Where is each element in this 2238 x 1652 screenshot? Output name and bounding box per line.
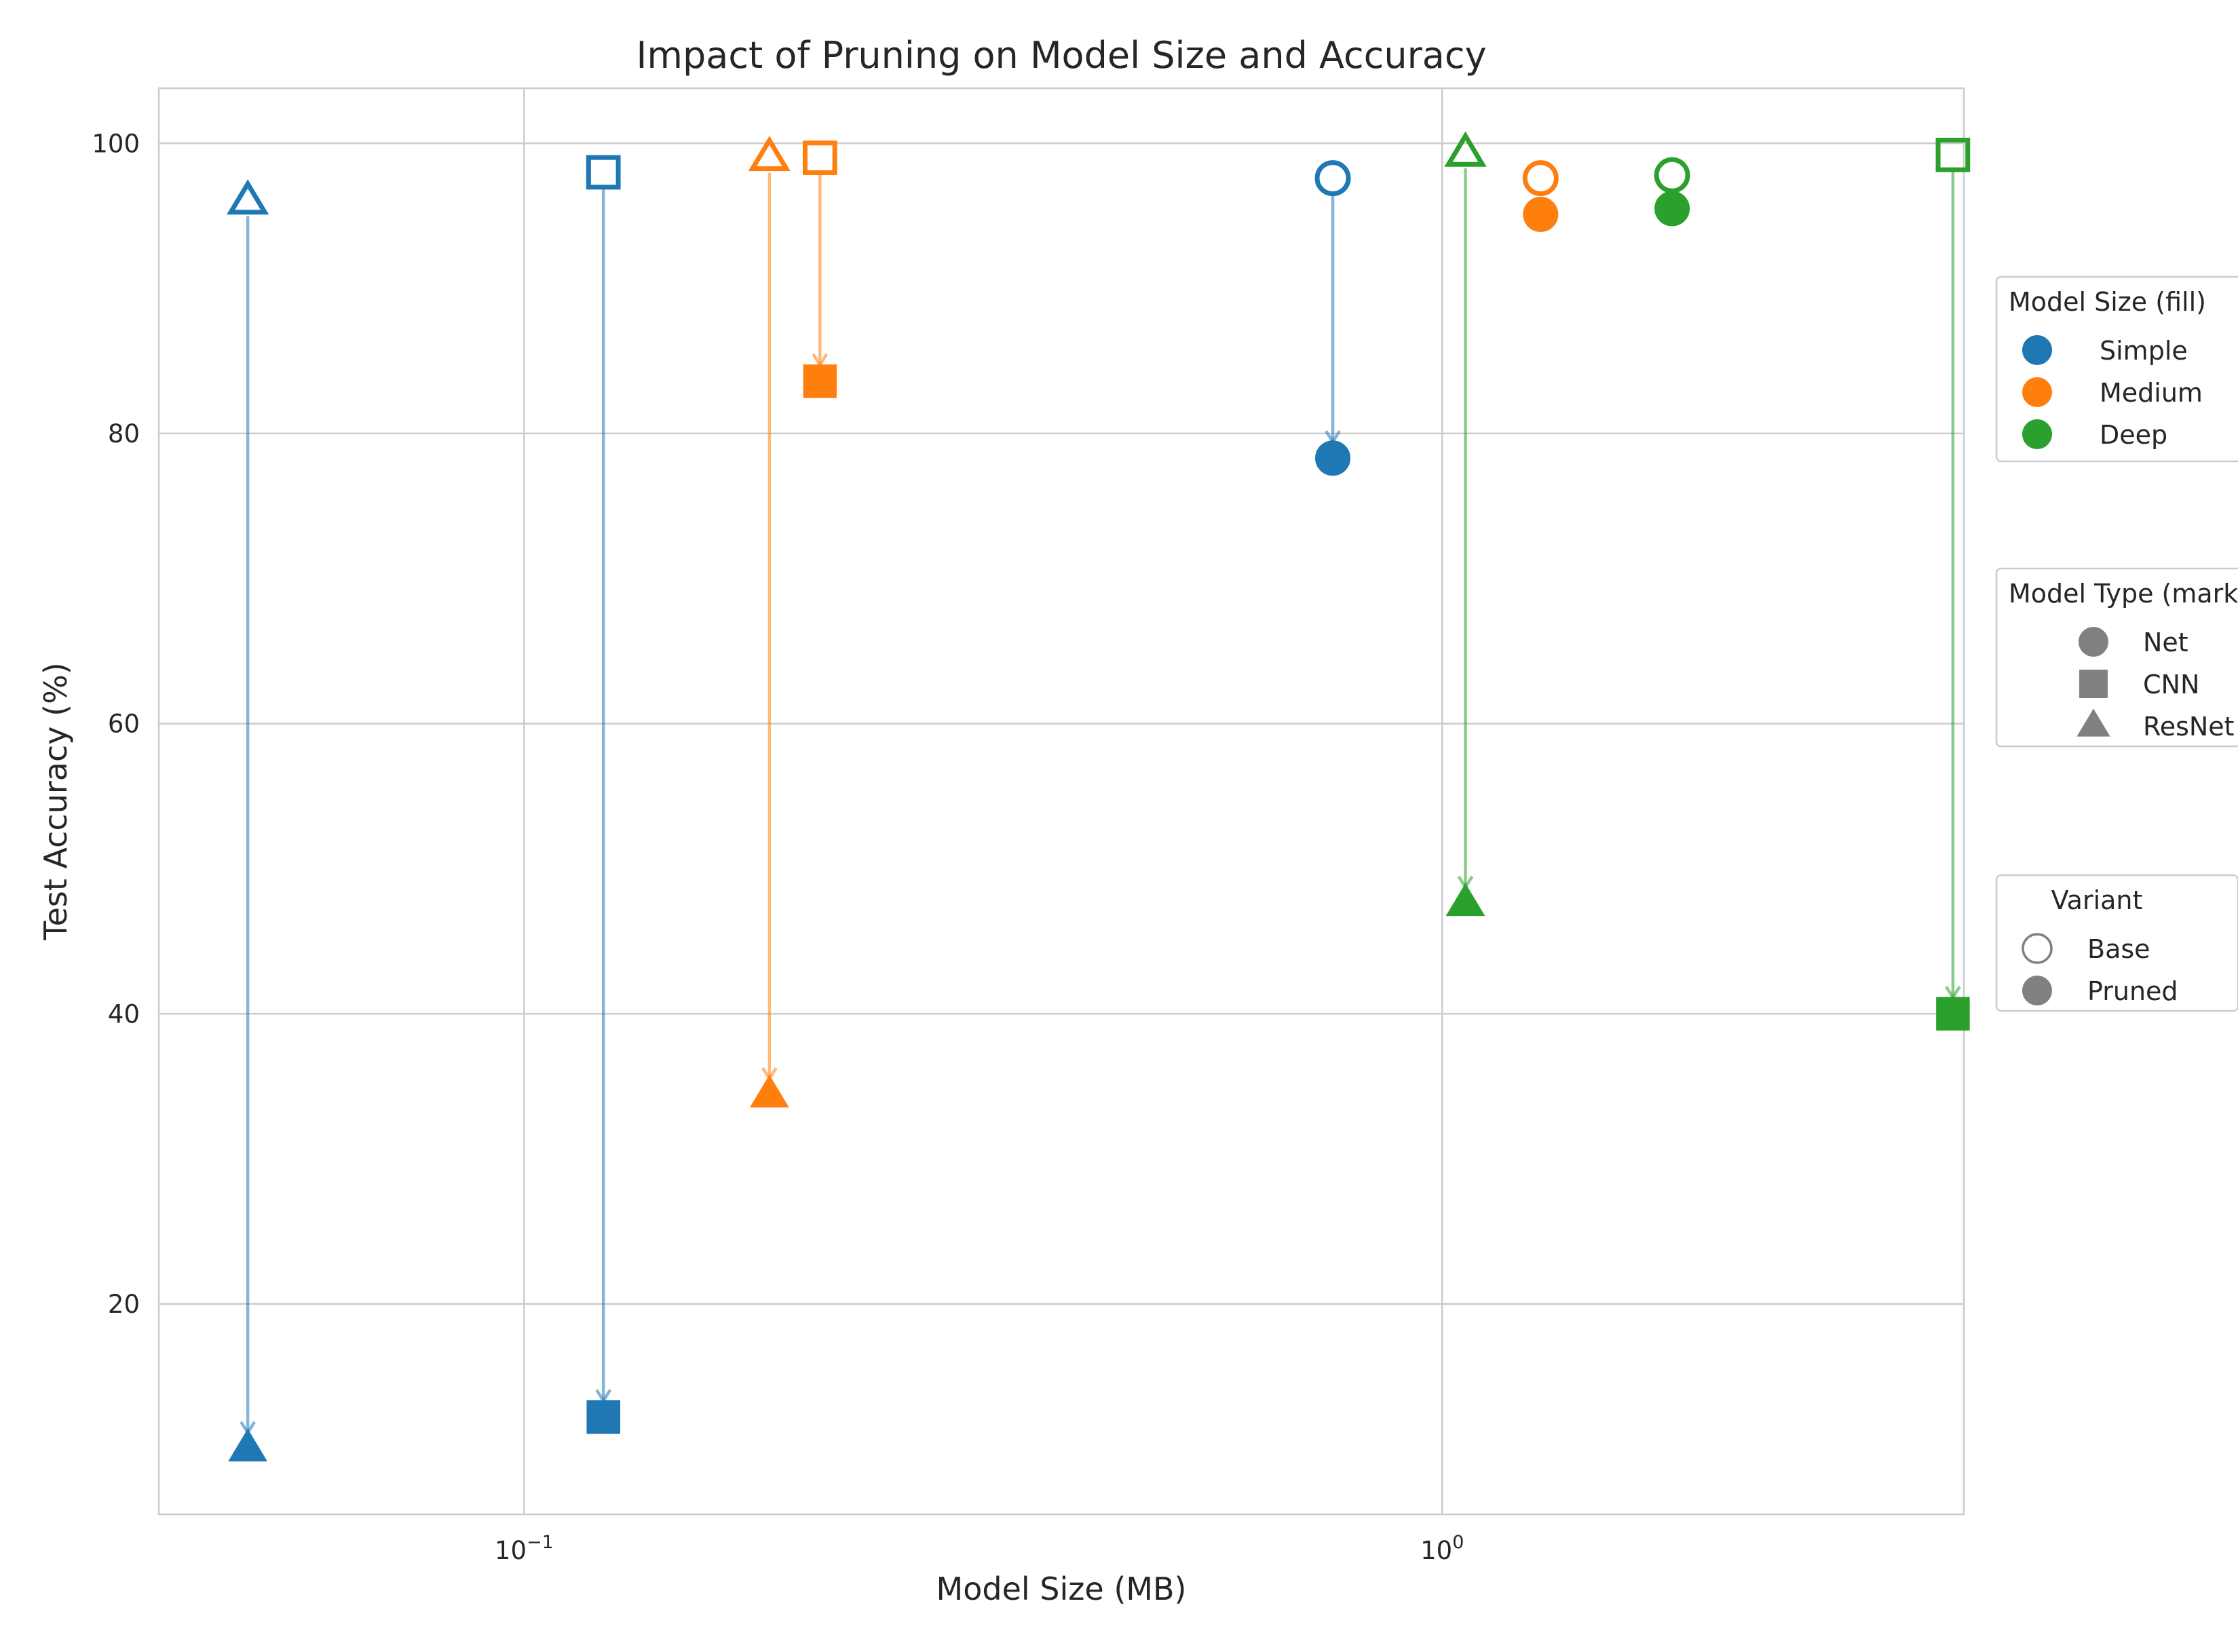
pruned-marker-medium-resnet bbox=[749, 1075, 789, 1108]
legend-marker bbox=[2022, 419, 2052, 449]
base-marker-medium-net bbox=[1522, 160, 1559, 197]
legend-box bbox=[1995, 275, 2238, 463]
base-marker-deep-cnn bbox=[1935, 138, 1971, 172]
x-tick-label: 10−1 bbox=[495, 1532, 554, 1565]
legend-layer: Model Size (fill) Simple Medium Deep Model T… bbox=[1995, 275, 2238, 1012]
legend-label: Net bbox=[2143, 628, 2188, 657]
legend-label: ResNet bbox=[2143, 712, 2235, 742]
legend-label: CNN bbox=[2143, 670, 2199, 699]
y-axis-label: Test Accuracy (%) bbox=[37, 662, 74, 940]
legend-marker bbox=[2022, 976, 2052, 1005]
legend-label: Pruned bbox=[2087, 976, 2178, 1006]
pruned-marker-deep-resnet bbox=[1445, 883, 1485, 917]
y-tick-label: 40 bbox=[108, 999, 140, 1029]
base-marker-deep-net bbox=[1654, 157, 1690, 193]
legend-marker bbox=[2076, 708, 2110, 737]
tick-layer: 20 40 60 80 100 10−1 100 bbox=[92, 129, 1464, 1565]
legend-marker bbox=[2079, 627, 2108, 657]
legend-label: Medium bbox=[2100, 378, 2203, 408]
base-marker-simple-cnn bbox=[586, 155, 621, 190]
y-tick-label: 100 bbox=[92, 129, 140, 158]
x-axis-label: Model Size (MB) bbox=[936, 1571, 1187, 1607]
legend-marker bbox=[2022, 377, 2052, 407]
plot-frame bbox=[157, 87, 1965, 1516]
base-marker-medium-cnn bbox=[802, 140, 837, 175]
pruned-marker-simple-cnn bbox=[586, 1400, 620, 1434]
pruned-marker-simple-net bbox=[1315, 440, 1351, 476]
pruned-marker-deep-net bbox=[1654, 191, 1690, 227]
legend-marker bbox=[2022, 335, 2052, 365]
pruned-marker-medium-cnn bbox=[803, 364, 837, 398]
legend-marker bbox=[2079, 670, 2108, 698]
legend-marker bbox=[2022, 933, 2053, 964]
base-marker-simple-resnet bbox=[226, 179, 269, 215]
pruned-marker-medium-net bbox=[1523, 197, 1559, 233]
chart-title: Impact of Pruning on Model Size and Accu… bbox=[636, 34, 1486, 77]
grid-layer bbox=[159, 88, 1964, 1514]
legend-box bbox=[1995, 567, 2238, 748]
base-marker-medium-resnet bbox=[748, 136, 791, 172]
y-tick-label: 60 bbox=[108, 710, 140, 739]
y-tick-label: 80 bbox=[108, 419, 140, 448]
y-tick-label: 20 bbox=[108, 1290, 140, 1319]
base-marker-simple-net bbox=[1314, 160, 1351, 197]
marker-layer bbox=[226, 131, 1971, 1462]
x-tick-label: 100 bbox=[1420, 1532, 1464, 1565]
legend-title: Model Size (fill) bbox=[2009, 287, 2206, 317]
legend-title: Model Type (marker) bbox=[2009, 579, 2238, 609]
legend-label: Base bbox=[2087, 934, 2150, 964]
pruned-marker-deep-cnn bbox=[1936, 997, 1970, 1031]
pruned-marker-simple-resnet bbox=[228, 1428, 268, 1462]
legend-box bbox=[1995, 874, 2238, 1012]
legend-label: Simple bbox=[2100, 336, 2188, 366]
legend-label: Deep bbox=[2100, 420, 2167, 450]
legend-title: Variant bbox=[2051, 885, 2143, 915]
base-marker-deep-resnet bbox=[1444, 131, 1487, 167]
